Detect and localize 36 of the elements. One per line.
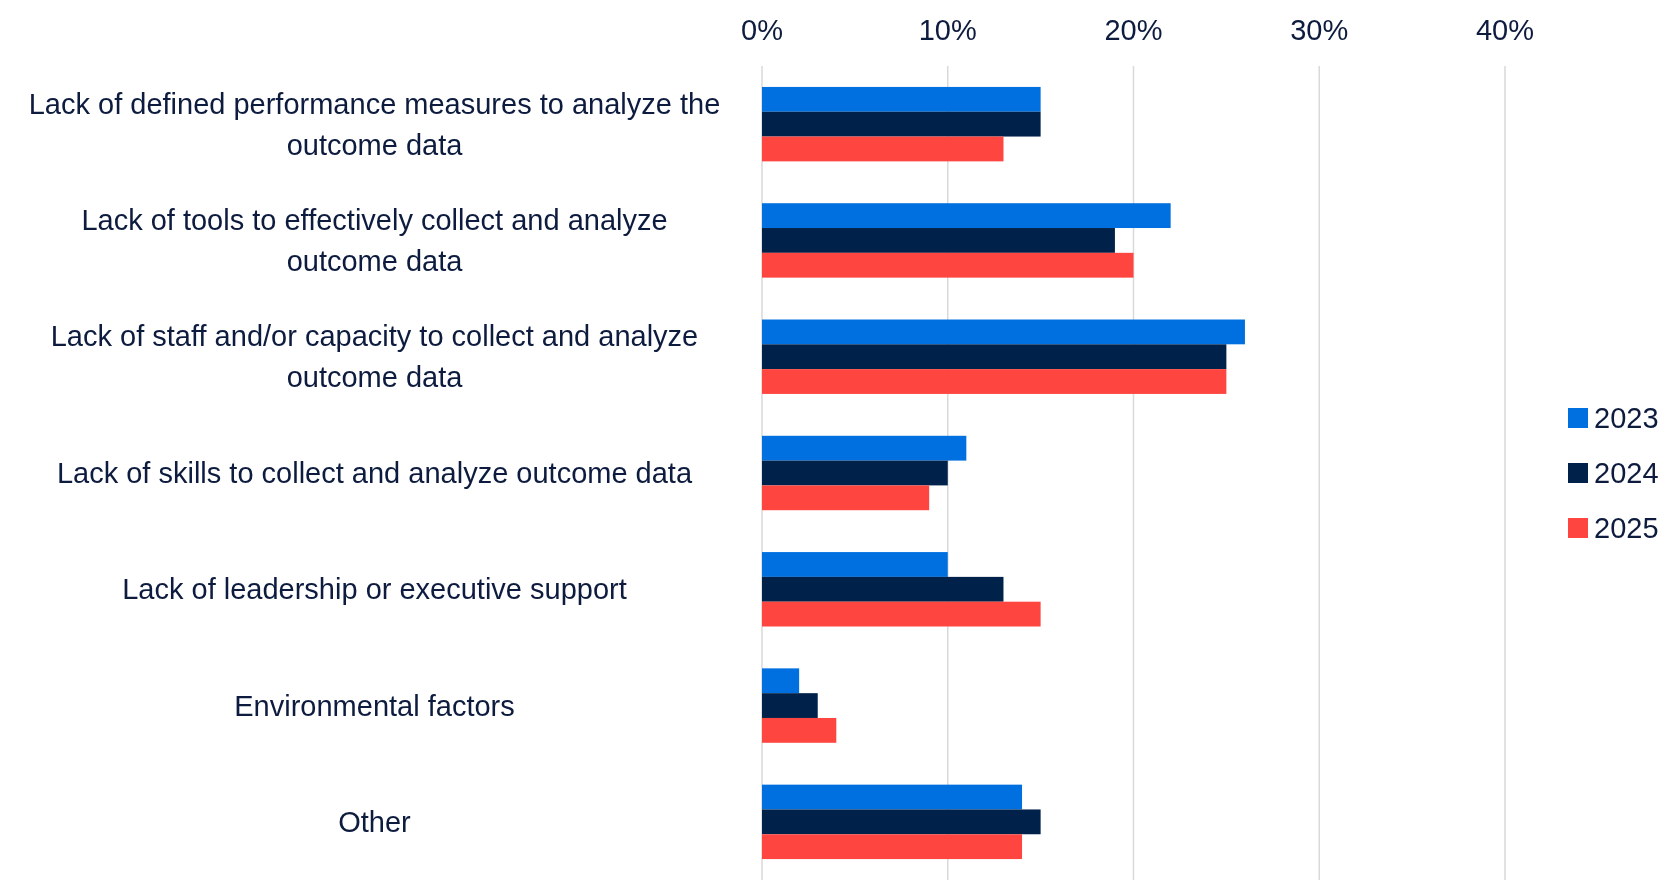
bar xyxy=(762,136,1004,162)
bar xyxy=(762,693,818,718)
x-tick-label: 0% xyxy=(741,14,783,46)
bar xyxy=(762,834,1023,860)
bar xyxy=(762,435,967,461)
y-tick-label: Lack of leadership or executive support xyxy=(122,573,627,606)
bar xyxy=(762,86,1041,112)
legend-label: 2024 xyxy=(1594,457,1659,489)
x-tick-label: 20% xyxy=(1104,14,1163,46)
bar xyxy=(762,485,930,511)
x-tick-label: 10% xyxy=(918,14,977,46)
bar xyxy=(762,111,1041,137)
x-tick-label: 30% xyxy=(1290,14,1349,46)
y-tick-label: Lack of defined performance measures to analyze the outcome data xyxy=(28,87,721,161)
bar xyxy=(762,369,1227,394)
bar xyxy=(762,203,1171,229)
x-tick-label: 40% xyxy=(1475,14,1535,46)
bar xyxy=(762,601,1041,627)
y-tick-label: Lack of staff and/or capacity to collect and analyze outcome data xyxy=(50,320,699,394)
bar xyxy=(762,252,1134,278)
bar xyxy=(762,552,948,577)
y-tick-label: Environmental factors xyxy=(234,689,515,722)
y-tick-label: Other xyxy=(338,805,412,838)
legend-label: 2025 xyxy=(1594,512,1659,544)
bar xyxy=(762,717,837,743)
bar xyxy=(762,809,1041,835)
bar xyxy=(762,576,1004,602)
y-tick-label: Lack of skills to collect and analyze outcome data xyxy=(56,457,693,489)
bar xyxy=(762,344,1227,370)
legend-label: 2023 xyxy=(1594,402,1659,434)
bar xyxy=(762,460,948,486)
bar xyxy=(762,319,1245,345)
bar xyxy=(762,228,1115,253)
bar xyxy=(762,784,1023,810)
y-tick-label: Lack of tools to effectively collect and analyze outcome data xyxy=(81,203,668,277)
bar xyxy=(762,668,800,694)
